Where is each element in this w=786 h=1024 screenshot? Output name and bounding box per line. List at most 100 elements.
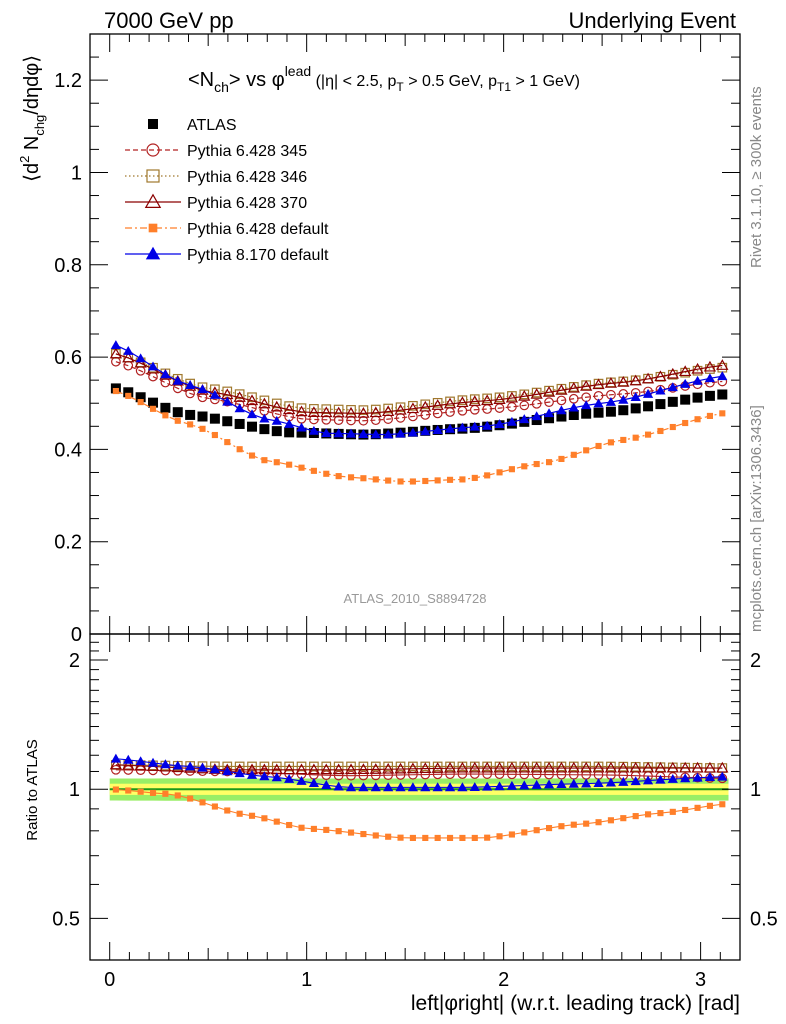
data-point-p6def	[125, 392, 132, 399]
data-point-p8def	[296, 422, 307, 432]
data-point-p8def	[147, 361, 159, 371]
data-point-p6def	[298, 464, 305, 471]
data-point-atlas	[655, 399, 666, 410]
legend-label-p346: Pythia 6.428 346	[187, 169, 307, 186]
main-title-cond: > 0.5 GeV, p	[404, 73, 497, 90]
main-title-part: > vs φ	[229, 69, 285, 91]
ratio-point-p6def	[719, 801, 726, 808]
x-tick-label: 2	[498, 969, 509, 991]
ratio-point-p6def	[459, 834, 466, 842]
ratio-point-p6def	[199, 799, 206, 806]
series-line-p346	[115, 353, 723, 411]
ratio-point-p6def	[570, 821, 577, 828]
ratio-point-p370	[580, 761, 593, 773]
legend-item-p8def: Pythia 8.170 default	[125, 246, 329, 264]
ratio-point-p8def	[296, 775, 307, 785]
ratio-point-p370	[703, 761, 717, 773]
y-tick-label: 0	[71, 624, 82, 646]
ratio-point-p370	[654, 761, 667, 773]
ratio-point-p8def	[581, 778, 592, 788]
legend-marker-p346	[146, 169, 160, 183]
data-point-p6def	[187, 421, 194, 428]
data-point-atlas	[259, 424, 270, 435]
main-title-cond: (|η| < 2.5, p	[311, 73, 396, 90]
data-point-p8def	[110, 340, 121, 350]
ratio-point-p345	[507, 769, 517, 780]
ratio-point-p6def	[248, 812, 256, 819]
legend-marker-p8def	[145, 246, 161, 260]
data-point-p370	[468, 395, 481, 406]
data-point-p370	[406, 402, 420, 414]
ratio-point-p6def	[273, 818, 280, 825]
ratio-point-p6def	[174, 792, 181, 799]
data-point-p370	[332, 406, 345, 418]
ratio-point-p345	[457, 769, 468, 779]
ratio-y-tick-label-right: 1	[750, 779, 761, 801]
data-point-p6def	[669, 423, 676, 431]
ratio-point-p8def	[444, 782, 456, 792]
ratio-point-p8def	[197, 762, 208, 772]
ratio-point-p370	[530, 761, 543, 773]
legend-item-atlas: ATLAS	[148, 117, 237, 134]
data-point-atlas	[717, 389, 728, 400]
main-ylabel: ⟨d2 Nchg/dηdφ⟩	[17, 55, 47, 182]
ratio-point-p8def	[630, 776, 641, 786]
data-point-p346	[321, 404, 332, 415]
ratio-point-p6def	[508, 831, 515, 838]
ratio-point-p6def	[310, 825, 317, 832]
ratio-point-p6def	[385, 833, 392, 840]
ratio-point-p8def	[457, 782, 468, 792]
data-point-atlas	[556, 411, 567, 422]
data-point-p370	[518, 390, 531, 401]
legend-item-p346: Pythia 6.428 346	[125, 169, 307, 186]
data-point-p8def	[420, 426, 431, 436]
data-point-p345	[185, 388, 195, 399]
ratio-point-p8def	[667, 773, 678, 783]
data-point-p8def	[259, 413, 270, 423]
ratio-point-p8def	[358, 782, 369, 792]
ratio-point-p370	[481, 761, 494, 773]
data-point-p6def	[397, 478, 404, 485]
ratio-point-p6def	[149, 789, 157, 796]
ratio-y-tick-label: 1	[69, 779, 80, 801]
watermark: ATLAS_2010_S8894728	[344, 591, 487, 606]
data-point-p6def	[719, 410, 726, 417]
ratio-point-p8def	[308, 778, 320, 787]
data-point-p370	[357, 407, 370, 418]
data-point-p370	[394, 403, 407, 415]
data-point-p8def	[308, 425, 320, 435]
ratio-point-p370	[542, 761, 556, 773]
data-point-p8def	[519, 414, 530, 424]
data-point-p346	[358, 405, 369, 415]
ratio-point-p8def	[271, 772, 282, 782]
data-point-p345	[544, 397, 554, 407]
data-point-p370	[419, 400, 432, 412]
data-point-p8def	[506, 416, 518, 426]
data-point-p8def	[209, 390, 220, 399]
legend-marker-atlas	[148, 119, 158, 129]
ratio-point-p8def	[642, 775, 654, 785]
ratio-point-p8def	[494, 781, 505, 791]
data-point-p8def	[568, 402, 579, 412]
data-point-p370	[233, 391, 246, 402]
ratio-point-p370	[295, 763, 308, 775]
data-point-p6def	[533, 460, 540, 468]
data-point-p370	[567, 381, 580, 393]
data-point-p370	[493, 393, 506, 404]
data-point-p345	[370, 415, 381, 426]
main-title-part: <N	[188, 69, 214, 91]
ratio-point-p370	[604, 761, 618, 773]
data-point-p6def	[310, 467, 317, 474]
data-point-p6def	[558, 455, 565, 463]
ratio-point-p8def	[543, 779, 555, 789]
data-point-p370	[382, 405, 395, 417]
data-point-p8def	[383, 429, 394, 439]
ratio-point-p8def	[383, 782, 394, 792]
ratio-point-p370	[431, 762, 444, 773]
ratio-point-p8def	[519, 780, 530, 790]
data-point-p6def	[323, 470, 330, 477]
data-point-p370	[344, 406, 358, 418]
ratio-point-p370	[456, 761, 469, 773]
ratio-y-tick-label: 2	[69, 650, 80, 672]
ratio-point-p345	[358, 770, 369, 781]
